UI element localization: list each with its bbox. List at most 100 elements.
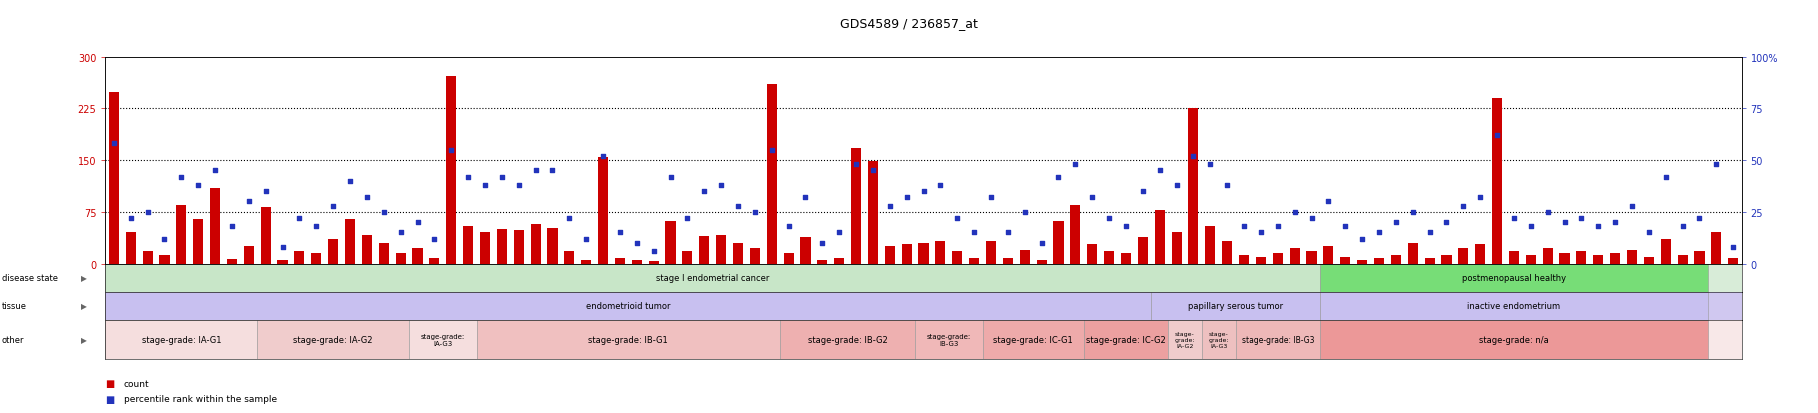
Point [1634, 230, 1663, 236]
Bar [982, 320, 1084, 359]
Bar [1442, 256, 1451, 264]
Point [1398, 209, 1427, 216]
Point [1094, 215, 1124, 222]
Bar [749, 249, 760, 264]
Point [1669, 223, 1698, 230]
Point [925, 182, 954, 189]
Bar [244, 247, 255, 264]
Text: stage I endometrial cancer: stage I endometrial cancer [656, 273, 769, 282]
Bar [476, 320, 780, 359]
Point [353, 195, 382, 201]
Bar [1509, 252, 1520, 264]
Bar [969, 259, 980, 264]
Point [1365, 230, 1394, 236]
Bar [665, 221, 676, 264]
Point [453, 174, 482, 180]
Point [1314, 199, 1344, 205]
Bar [985, 242, 996, 264]
Bar [1374, 259, 1383, 264]
Bar [818, 261, 827, 264]
Text: ▶: ▶ [80, 301, 87, 311]
Point [1500, 215, 1529, 222]
Point [1196, 161, 1225, 168]
Bar [1560, 254, 1569, 264]
Point [1533, 209, 1562, 216]
Text: other: other [2, 335, 24, 344]
Text: GDS4589 / 236857_at: GDS4589 / 236857_at [840, 17, 978, 29]
Point [1027, 240, 1056, 247]
Bar [362, 235, 373, 264]
Bar [345, 219, 355, 264]
Point [640, 248, 669, 255]
Bar [1053, 221, 1064, 264]
Bar [496, 230, 507, 264]
Bar [1320, 292, 1707, 320]
Bar [1036, 261, 1047, 264]
Point [302, 223, 331, 230]
Point [218, 223, 247, 230]
Bar [396, 254, 405, 264]
Text: stage-grade:
IA-G3: stage-grade: IA-G3 [420, 333, 465, 346]
Bar [1525, 256, 1536, 264]
Bar [767, 85, 776, 264]
Point [993, 230, 1022, 236]
Point [116, 215, 145, 222]
Bar [598, 157, 607, 264]
Bar [1340, 257, 1351, 264]
Text: stage-
grade:
IA-G2: stage- grade: IA-G2 [1174, 331, 1194, 348]
Bar [631, 261, 642, 264]
Bar [934, 242, 945, 264]
Point [740, 209, 769, 216]
Point [251, 188, 280, 195]
Point [1111, 223, 1140, 230]
Bar [1643, 257, 1654, 264]
Point [420, 236, 449, 242]
Point [184, 182, 213, 189]
Bar [295, 252, 304, 264]
Text: ▶: ▶ [80, 273, 87, 282]
Point [858, 168, 887, 174]
Point [774, 223, 804, 230]
Point [1516, 223, 1545, 230]
Point [707, 182, 736, 189]
Text: endometrioid tumor: endometrioid tumor [585, 301, 671, 311]
Point [285, 215, 315, 222]
Point [1551, 219, 1580, 226]
Bar [429, 259, 440, 264]
Bar [378, 243, 389, 264]
Text: stage-grade: IB-G3: stage-grade: IB-G3 [1242, 335, 1314, 344]
Bar [885, 247, 894, 264]
Point [504, 182, 533, 189]
Bar [125, 233, 136, 264]
Point [1618, 203, 1647, 209]
Point [133, 209, 162, 216]
Bar [1425, 259, 1434, 264]
Point [825, 230, 854, 236]
Point [842, 161, 871, 168]
Point [1465, 195, 1494, 201]
Bar [564, 252, 574, 264]
Bar [1611, 254, 1620, 264]
Bar [918, 243, 929, 264]
Bar [1004, 259, 1013, 264]
Bar [1169, 320, 1202, 359]
Bar [1627, 250, 1636, 264]
Bar [1678, 256, 1687, 264]
Point [1347, 236, 1376, 242]
Bar [834, 259, 844, 264]
Bar [784, 254, 794, 264]
Point [1078, 195, 1107, 201]
Point [200, 168, 229, 174]
Bar [1240, 256, 1249, 264]
Bar [227, 259, 236, 264]
Point [1162, 182, 1191, 189]
Bar [867, 162, 878, 264]
Text: ▶: ▶ [80, 335, 87, 344]
Bar [193, 219, 204, 264]
Bar [1222, 242, 1233, 264]
Bar [278, 261, 287, 264]
Bar [1593, 256, 1603, 264]
Bar [547, 228, 558, 264]
Point [369, 209, 398, 216]
Point [1296, 215, 1325, 222]
